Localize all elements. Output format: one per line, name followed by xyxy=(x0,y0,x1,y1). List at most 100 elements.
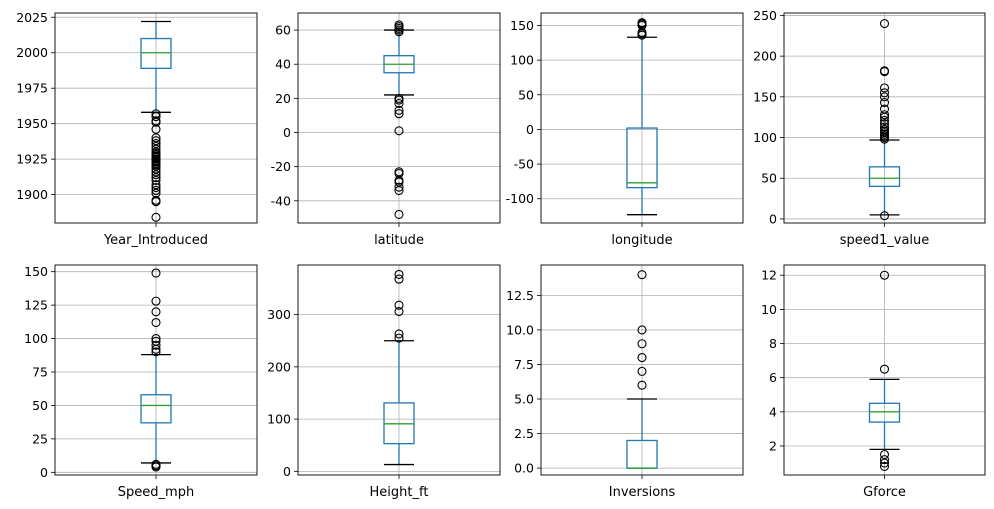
outlier-point xyxy=(151,334,161,344)
outlier-point xyxy=(394,306,404,317)
outlier-point xyxy=(151,109,161,119)
y-tick-label: 2.5 xyxy=(514,426,534,441)
subplot-inversions: 0.0 2.5 5.0 7.5 10.0 12.5 Inversions xyxy=(506,264,744,500)
iqr-box xyxy=(626,127,658,189)
outlier-point xyxy=(637,353,647,363)
outlier-point xyxy=(394,329,404,339)
y-tick-label: 8 xyxy=(769,336,777,351)
outlier-point xyxy=(394,98,404,109)
outlier-point xyxy=(151,116,161,126)
outlier-point xyxy=(151,268,161,278)
outlier-point xyxy=(394,109,404,119)
outlier-point xyxy=(879,83,890,93)
y-tick-label: 0 xyxy=(769,211,777,226)
outlier-point xyxy=(637,380,647,390)
y-tick-label: 50 xyxy=(32,398,48,413)
outlier-point xyxy=(151,347,161,357)
y-tick-label: 0 xyxy=(526,122,534,137)
subplot-speed1-value: 0 50 100 150 200 250 speed1_value xyxy=(753,8,986,248)
y-tick-label: 200 xyxy=(267,359,291,374)
outlier-point xyxy=(151,138,161,149)
subplot-height-ft: 0 100 200 300 Height_ft xyxy=(267,264,501,500)
iqr-box xyxy=(140,394,172,424)
y-tick-label: 0 xyxy=(40,465,48,480)
subplot-longitude: -100 -50 0 50 100 150 longitude xyxy=(506,12,744,248)
y-tick-label: 100 xyxy=(24,331,48,346)
y-tick-label: 0 xyxy=(283,464,291,479)
y-tick-label: -100 xyxy=(506,191,534,206)
outlier-point xyxy=(879,110,890,120)
category-label: Height_ft xyxy=(370,485,429,500)
outlier-point xyxy=(151,296,161,306)
outlier-point xyxy=(151,182,161,193)
y-tick-label: 10.0 xyxy=(506,322,534,337)
subplot-gforce: 2 4 6 8 10 12 Gforce xyxy=(761,264,986,500)
y-tick-label: 6 xyxy=(769,370,777,385)
y-tick-label: 0.0 xyxy=(514,461,534,476)
outlier-point xyxy=(151,112,161,122)
y-tick-label: 75 xyxy=(32,365,48,380)
outlier-point xyxy=(879,115,890,125)
outlier-point xyxy=(394,182,404,192)
outlier-point xyxy=(394,269,404,279)
outlier-point xyxy=(879,455,890,465)
outlier-point xyxy=(637,325,647,335)
y-tick-label: 200 xyxy=(753,49,777,64)
iqr-box xyxy=(868,402,901,423)
y-tick-label: 125 xyxy=(24,298,48,313)
category-label: Gforce xyxy=(863,485,906,500)
y-tick-label: 300 xyxy=(267,307,291,322)
y-tick-label: 100 xyxy=(510,53,534,68)
category-label: Speed_mph xyxy=(118,485,194,500)
category-label: longitude xyxy=(611,233,672,248)
outlier-point xyxy=(879,270,890,280)
outlier-point xyxy=(151,340,161,350)
y-tick-label: 50 xyxy=(761,171,777,186)
y-tick-label: 50 xyxy=(518,87,534,102)
outlier-point xyxy=(394,105,404,115)
y-tick-label: 1975 xyxy=(16,81,48,96)
outlier-point xyxy=(151,195,161,205)
y-tick-label: 40 xyxy=(275,57,291,72)
iqr-box xyxy=(868,166,901,188)
y-tick-label: -40 xyxy=(271,193,291,208)
outlier-point xyxy=(637,270,647,280)
iqr-box xyxy=(140,37,172,69)
y-tick-label: 7.5 xyxy=(514,357,534,372)
y-tick-label: 150 xyxy=(753,89,777,104)
outlier-point xyxy=(879,119,890,129)
y-tick-label: 150 xyxy=(24,264,48,279)
outlier-point xyxy=(151,336,161,346)
outlier-point xyxy=(151,459,161,469)
outlier-point xyxy=(394,126,404,136)
y-tick-label: 12.5 xyxy=(506,288,534,303)
outlier-point xyxy=(879,122,890,132)
outlier-point xyxy=(637,366,647,376)
outlier-point xyxy=(394,167,404,177)
outlier-point xyxy=(151,180,161,190)
outlier-point xyxy=(879,211,890,221)
outlier-point xyxy=(637,339,647,349)
y-tick-label: 10 xyxy=(761,302,777,317)
y-tick-label: 0 xyxy=(283,125,291,140)
outlier-point xyxy=(879,19,890,29)
outlier-point xyxy=(879,124,890,134)
outlier-point xyxy=(394,93,404,103)
outlier-point xyxy=(879,449,890,460)
outlier-point xyxy=(394,300,404,310)
y-tick-label: 12 xyxy=(761,268,777,283)
y-tick-label: 1900 xyxy=(16,187,48,202)
outlier-point xyxy=(879,461,890,472)
subplot-speed-mph: 0 25 50 75 100 125 150 Speed_mph xyxy=(24,264,258,500)
y-tick-label: 20 xyxy=(275,91,291,106)
y-tick-label: 1950 xyxy=(16,116,48,131)
outlier-point xyxy=(394,209,404,220)
y-tick-label: 60 xyxy=(275,23,291,38)
outlier-point xyxy=(879,92,890,102)
outlier-point xyxy=(151,185,161,195)
outlier-point xyxy=(879,88,890,98)
outlier-point xyxy=(879,66,890,76)
outlier-point xyxy=(879,364,890,374)
outlier-point xyxy=(394,333,404,343)
